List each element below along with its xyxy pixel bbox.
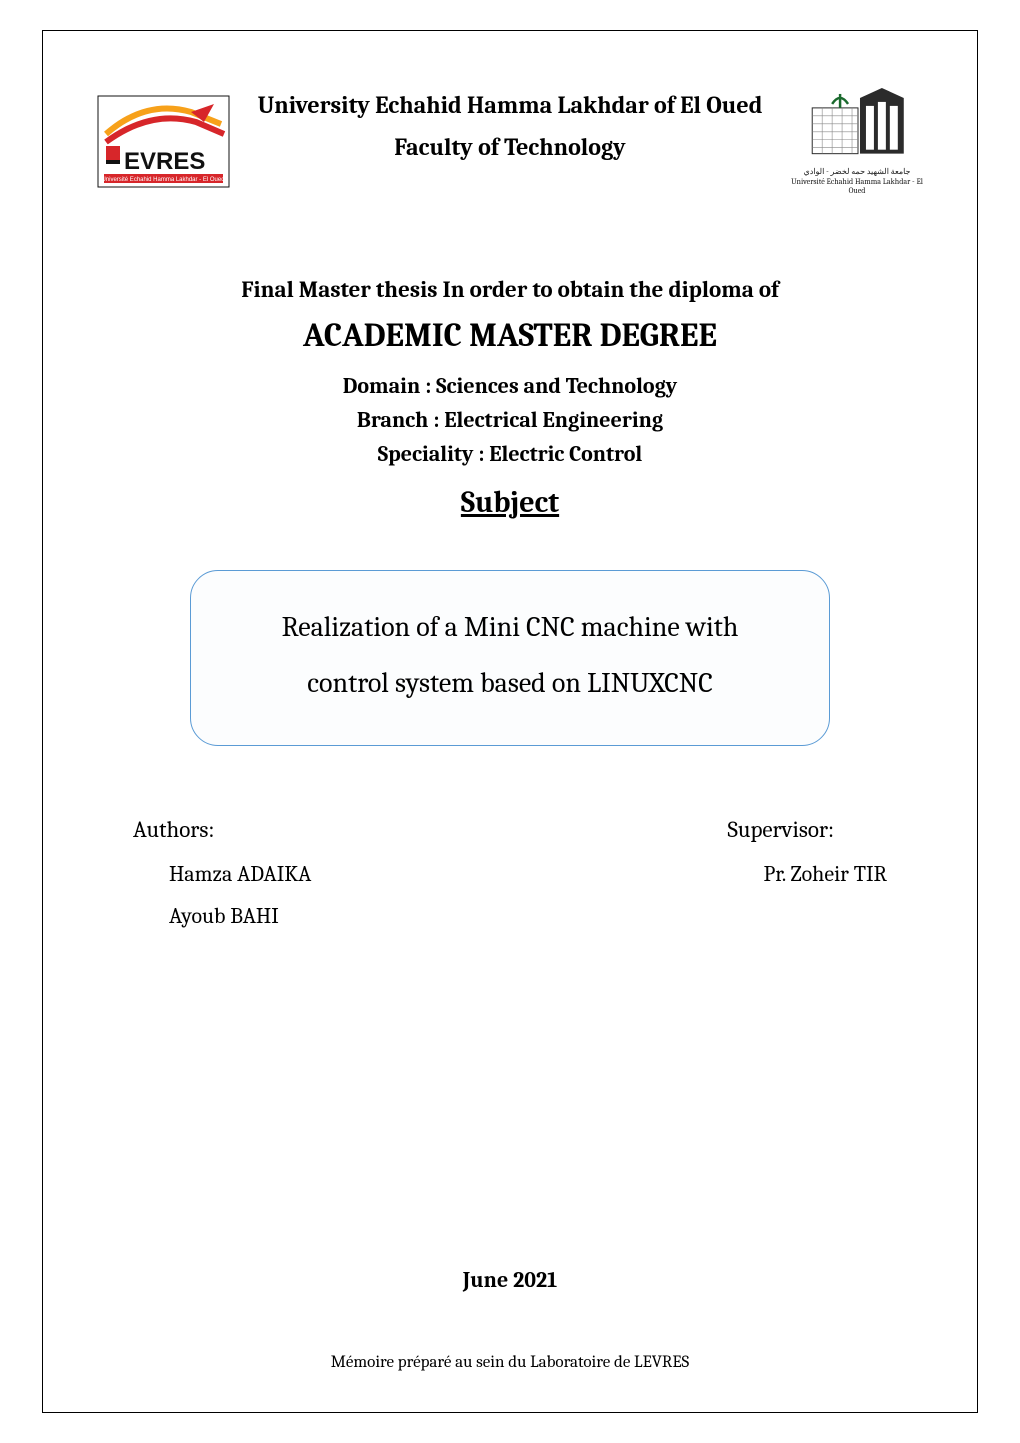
university-name: University Echahid Hamma Lakhdar of El O… (253, 91, 767, 119)
supervisor-label: Supervisor: (727, 816, 887, 843)
speciality-line: Speciality : Electric Control (93, 441, 927, 467)
date-line: June 2021 (93, 1267, 927, 1293)
degree-line: ACADEMIC MASTER DEGREE (93, 317, 927, 355)
people-block: Authors: Hamza ADAIKA Ayoub BAHI Supervi… (93, 816, 927, 945)
svg-text:Université Echahid Hamma Lakhd: Université Echahid Hamma Lakhdar - El Ou… (101, 177, 224, 183)
faculty-name: Faculty of Technology (253, 133, 767, 161)
author-name-1: Hamza ADAIKA (169, 861, 311, 887)
seal-caption-fr: Université Echahid Hamma Lakhdar - El Ou… (787, 178, 927, 196)
supervisor-column: Supervisor: Pr. Zoheir TIR (727, 816, 887, 945)
branch-line: Branch : Electrical Engineering (93, 407, 927, 433)
thesis-title-line2: control system based on LINUXCNC (221, 655, 799, 711)
university-seal-icon (802, 86, 912, 166)
authors-column: Authors: Hamza ADAIKA Ayoub BAHI (133, 816, 311, 945)
author-name-2: Ayoub BAHI (169, 903, 311, 929)
header-row: EVRES Université Echahid Hamma Lakhdar -… (93, 86, 927, 196)
vertical-spacer (93, 945, 927, 1237)
authors-label: Authors: (133, 816, 311, 843)
thesis-line: Final Master thesis In order to obtain t… (93, 276, 927, 303)
thesis-title-box: Realization of a Mini CNC machine with c… (190, 570, 830, 746)
logo-right: جامعة الشهيد حمه لخضر - الوادي Universit… (787, 86, 927, 196)
supervisor-name: Pr. Zoheir TIR (763, 861, 887, 887)
thesis-title-line1: Realization of a Mini CNC machine with (221, 599, 799, 655)
logo-left: EVRES Université Echahid Hamma Lakhdar -… (93, 86, 233, 196)
seal-caption-ar: جامعة الشهيد حمه لخضر - الوادي (804, 168, 911, 177)
page-frame: EVRES Université Echahid Hamma Lakhdar -… (42, 30, 978, 1413)
evres-logo-icon: EVRES Université Echahid Hamma Lakhdar -… (96, 94, 231, 189)
domain-line: Domain : Sciences and Technology (93, 373, 927, 399)
subject-heading: Subject (93, 485, 927, 520)
svg-text:EVRES: EVRES (124, 148, 205, 175)
footer-note: Mémoire préparé au sein du Laboratoire d… (93, 1353, 927, 1372)
header-titles: University Echahid Hamma Lakhdar of El O… (253, 86, 767, 161)
